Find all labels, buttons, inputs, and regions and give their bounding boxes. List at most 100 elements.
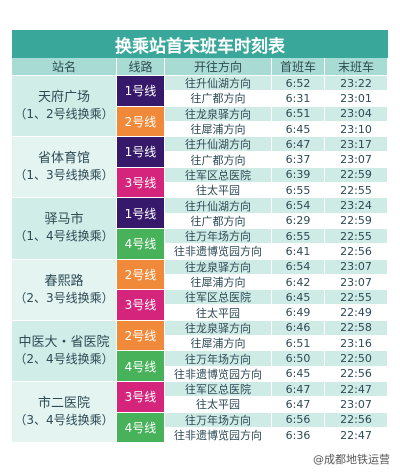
direction: 往龙泉驿方向 [165,259,272,275]
station-name: 省体育馆 [37,151,90,167]
direction: 往军区总医院 [165,167,272,184]
station-cell: 天府广场 （1、2号线换乘） [12,76,117,138]
direction: 往非遗博览园方向 [165,244,272,260]
last-train: 23:22 [325,76,388,92]
first-train: 6:31 [272,91,325,107]
direction: 往龙泉驿方向 [165,320,272,337]
direction: 往太平园 [165,183,272,199]
line-badge: 3号线 [117,290,165,321]
last-train: 22:55 [325,290,388,306]
direction: 往广都方向 [165,213,272,229]
direction: 往龙泉驿方向 [165,106,272,122]
line-badge: 1号线 [117,76,165,107]
last-train: 22:56 [325,244,388,260]
line-badge: 1号线 [117,137,165,168]
first-train: 6:47 [272,382,325,398]
last-train: 23:01 [325,91,388,107]
station-cell: 春熙路 （2、3号线换乘） [12,259,117,321]
line-badge: 4号线 [117,351,165,382]
station-note: （3、4号线换乘） [14,413,114,428]
first-train: 6:29 [272,213,325,229]
station-name: 驿马市 [44,212,84,228]
first-train: 6:47 [272,397,325,413]
direction: 往军区总医院 [165,290,272,306]
first-train: 6:45 [272,121,325,138]
line-badge: 2号线 [117,259,165,291]
first-train: 6:47 [272,137,325,153]
direction: 往犀浦方向 [165,121,272,138]
station-note: （2、3号线换乘） [14,290,114,305]
line-badge: 3号线 [117,167,165,199]
first-train: 6:52 [272,76,325,92]
station-name: 天府广场 [37,90,90,106]
column-header: 末班车 [325,58,388,76]
last-train: 22:59 [325,167,388,184]
last-train: 23:07 [325,152,388,168]
last-train: 22:47 [325,427,388,444]
direction: 往太平园 [165,397,272,413]
last-train: 22:59 [325,213,388,229]
last-train: 23:07 [325,397,388,413]
station-name: 中医大・省医院 [18,334,110,350]
direction: 往军区总医院 [165,382,272,398]
station-cell: 驿马市 （1、4号线换乘） [12,198,117,260]
last-train: 23:04 [325,106,388,122]
first-train: 6:49 [272,305,325,321]
station-note: （1、4号线换乘） [14,229,114,244]
direction: 往万年场方向 [165,412,272,428]
direction: 往广都方向 [165,91,272,107]
line-badge: 3号线 [117,382,165,413]
direction: 往升仙湖方向 [165,137,272,153]
table-title: 换乘站首末班车时刻表 [12,30,388,58]
last-train: 23:24 [325,198,388,214]
first-train: 6:55 [272,183,325,199]
first-train: 6:56 [272,412,325,428]
column-header: 首班车 [272,58,325,76]
column-header: 线路 [117,58,165,76]
first-train: 6:37 [272,152,325,168]
last-train: 23:10 [325,121,388,138]
first-train: 6:51 [272,336,325,352]
first-train: 6:39 [272,167,325,184]
station-note: （2、4号线换乘） [14,351,114,366]
last-train: 22:55 [325,229,388,245]
last-train: 22:56 [325,366,388,382]
last-train: 23:07 [325,259,388,275]
station-cell: 省体育馆 （1、3号线换乘） [12,137,117,199]
direction: 往犀浦方向 [165,274,272,291]
watermark: @成都地铁运营 [313,453,390,466]
last-train: 22:58 [325,320,388,337]
direction: 往太平园 [165,305,272,321]
station-name: 春熙路 [44,273,84,289]
column-header: 站名 [12,58,117,76]
station-note: （1、2号线换乘） [14,107,114,122]
last-train: 22:50 [325,351,388,367]
last-train: 22:47 [325,382,388,398]
station-note: （1、3号线换乘） [14,168,114,183]
line-badge: 2号线 [117,106,165,138]
first-train: 6:51 [272,106,325,122]
first-train: 6:36 [272,427,325,444]
direction: 往升仙湖方向 [165,76,272,92]
line-badge: 4号线 [117,412,165,444]
direction: 往犀浦方向 [165,336,272,352]
first-train: 6:46 [272,320,325,337]
first-train: 6:55 [272,229,325,245]
station-name: 市二医院 [37,396,90,412]
first-train: 6:54 [272,198,325,214]
last-train: 22:49 [325,305,388,321]
station-cell: 市二医院 （3、4号线换乘） [12,382,117,444]
column-header: 开往方向 [165,58,272,76]
last-train: 22:56 [325,412,388,428]
station-cell: 中医大・省医院 （2、4号线换乘） [12,320,117,382]
direction: 往万年场方向 [165,229,272,245]
line-badge: 2号线 [117,320,165,352]
direction: 往广都方向 [165,152,272,168]
direction: 往升仙湖方向 [165,198,272,214]
last-train: 22:55 [325,183,388,199]
direction: 往非遗博览园方向 [165,366,272,382]
first-train: 6:42 [272,274,325,291]
last-train: 23:07 [325,274,388,291]
first-train: 6:41 [272,244,325,260]
